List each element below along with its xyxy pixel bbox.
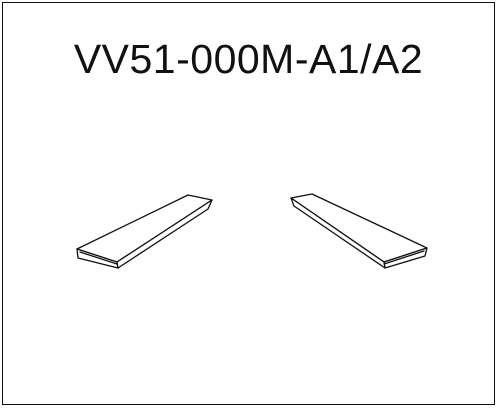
- left-part: [76, 194, 213, 269]
- part-number-title: VV51-000M-A1/A2: [73, 36, 424, 82]
- left-part-top-face: [76, 194, 213, 263]
- drawing-frame: VV51-000M-A1/A2: [2, 2, 495, 405]
- right-part: [290, 193, 428, 269]
- right-part-top-face: [290, 193, 428, 263]
- right-part-edge: [383, 250, 425, 265]
- left-part-edge: [79, 251, 118, 265]
- left-part-end-face: [116, 199, 213, 269]
- right-part-end-face: [290, 197, 386, 269]
